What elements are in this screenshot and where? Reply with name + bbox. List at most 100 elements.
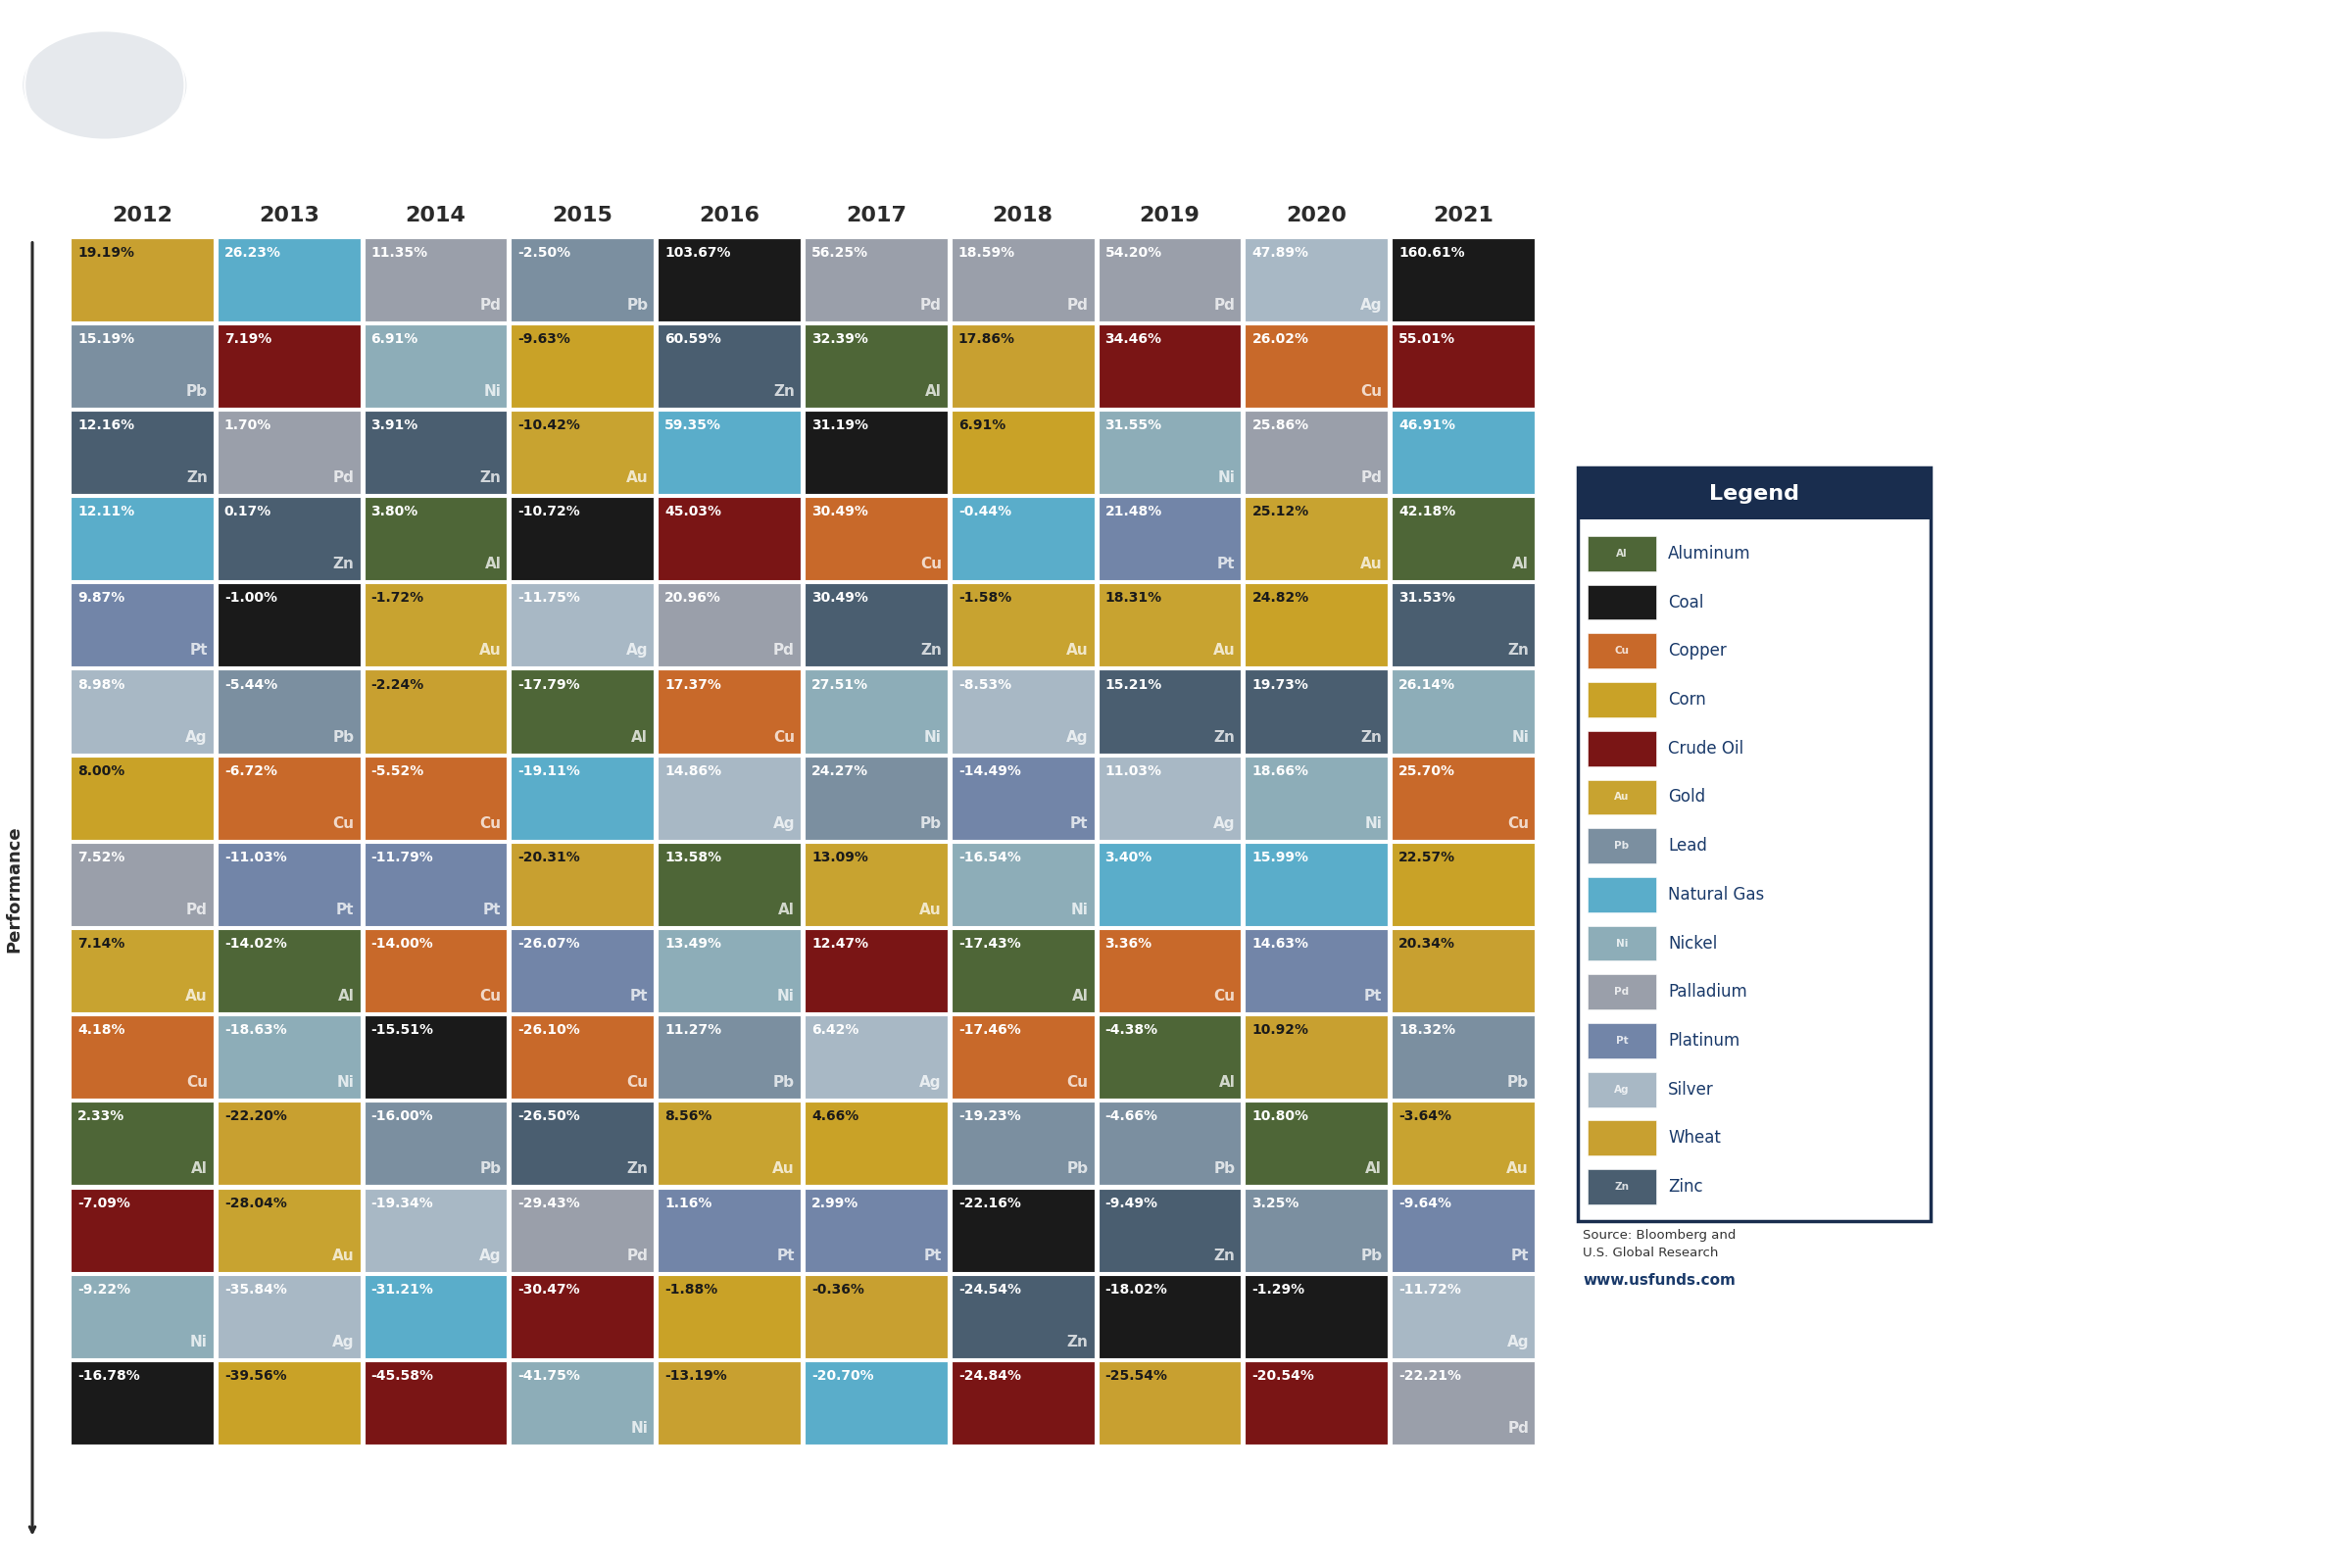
- Text: Coal: Coal: [1668, 593, 1703, 612]
- Bar: [14, 28, 103, 143]
- Text: -35.84%: -35.84%: [223, 1283, 287, 1297]
- Text: -19.23%: -19.23%: [957, 1110, 1021, 1124]
- Text: 3.80%: 3.80%: [372, 505, 419, 519]
- Bar: [1244, 1361, 1388, 1444]
- Text: 25.70%: 25.70%: [1399, 764, 1456, 778]
- Text: 8.00%: 8.00%: [78, 764, 125, 778]
- Text: 8.98%: 8.98%: [78, 677, 125, 691]
- Text: -14.02%: -14.02%: [223, 938, 287, 950]
- Text: -22.21%: -22.21%: [1399, 1369, 1461, 1383]
- Text: Pt: Pt: [630, 989, 649, 1004]
- Bar: [510, 1102, 654, 1185]
- Bar: [216, 1189, 360, 1272]
- Bar: [71, 1016, 214, 1099]
- Text: -19.11%: -19.11%: [517, 764, 581, 778]
- Text: 103.67%: 103.67%: [666, 246, 731, 259]
- Text: 2.99%: 2.99%: [811, 1196, 858, 1210]
- Text: -18.63%: -18.63%: [223, 1024, 287, 1036]
- Bar: [1392, 325, 1536, 408]
- Text: Zn: Zn: [774, 384, 795, 398]
- Text: -10.42%: -10.42%: [517, 419, 581, 433]
- Bar: [71, 756, 214, 839]
- Text: 18.66%: 18.66%: [1251, 764, 1308, 778]
- Bar: [1098, 497, 1242, 580]
- Text: 47.89%: 47.89%: [1251, 246, 1308, 259]
- Text: 20.34%: 20.34%: [1399, 938, 1456, 950]
- Text: 54.20%: 54.20%: [1105, 246, 1162, 259]
- Text: -16.54%: -16.54%: [957, 850, 1021, 864]
- Bar: [659, 1016, 800, 1099]
- Bar: [216, 238, 360, 321]
- Text: -31.21%: -31.21%: [372, 1283, 433, 1297]
- Text: 3.36%: 3.36%: [1105, 938, 1152, 950]
- Bar: [71, 1102, 214, 1185]
- Bar: [1392, 1016, 1536, 1099]
- Text: Zn: Zn: [1508, 643, 1529, 659]
- Bar: [510, 670, 654, 753]
- Text: Pt: Pt: [482, 903, 501, 917]
- Text: Cu: Cu: [774, 729, 795, 745]
- Bar: [1392, 238, 1536, 321]
- Text: Zn: Zn: [334, 557, 355, 571]
- Text: 60.59%: 60.59%: [666, 332, 722, 347]
- Text: -1.72%: -1.72%: [372, 591, 423, 605]
- Text: U.S. Global Investors: U.S. Global Investors: [61, 155, 148, 165]
- Text: 9.87%: 9.87%: [78, 591, 125, 605]
- Bar: [1588, 828, 1656, 864]
- Text: 2019: 2019: [1138, 205, 1200, 224]
- Text: Pb: Pb: [1508, 1076, 1529, 1090]
- Bar: [659, 842, 800, 927]
- Bar: [1392, 583, 1536, 666]
- Bar: [510, 238, 654, 321]
- Bar: [71, 583, 214, 666]
- Bar: [1392, 1275, 1536, 1358]
- Text: Al: Al: [485, 557, 501, 571]
- Text: 7.19%: 7.19%: [223, 332, 270, 347]
- Text: 6.91%: 6.91%: [372, 332, 419, 347]
- Bar: [510, 1275, 654, 1358]
- Text: 24.27%: 24.27%: [811, 764, 868, 778]
- Bar: [365, 1361, 508, 1444]
- Text: Pt: Pt: [1510, 1248, 1529, 1262]
- Bar: [659, 1361, 800, 1444]
- Bar: [365, 325, 508, 408]
- Text: Cu: Cu: [1359, 384, 1383, 398]
- Text: Pd: Pd: [1068, 298, 1089, 312]
- Text: The Periodic Table of Commodities Returns 2021: The Periodic Table of Commodities Return…: [235, 69, 1352, 111]
- Text: 13.49%: 13.49%: [666, 938, 722, 950]
- Bar: [216, 1016, 360, 1099]
- Text: -22.20%: -22.20%: [223, 1110, 287, 1124]
- Bar: [216, 583, 360, 666]
- Bar: [365, 1016, 508, 1099]
- Text: 12.47%: 12.47%: [811, 938, 868, 950]
- Text: Aluminum: Aluminum: [1668, 544, 1750, 563]
- Text: 15.19%: 15.19%: [78, 332, 134, 347]
- Text: Source: Bloomberg and
U.S. Global Research: Source: Bloomberg and U.S. Global Resear…: [1583, 1229, 1736, 1259]
- Text: Au: Au: [1214, 643, 1235, 659]
- Text: 32.39%: 32.39%: [811, 332, 868, 347]
- Text: 31.19%: 31.19%: [811, 419, 868, 433]
- Bar: [953, 1189, 1094, 1272]
- Text: 2021: 2021: [1432, 205, 1494, 224]
- Text: 8.56%: 8.56%: [666, 1110, 713, 1124]
- Text: 18.32%: 18.32%: [1399, 1024, 1456, 1036]
- Text: Au: Au: [1065, 643, 1089, 659]
- Text: Al: Al: [1073, 989, 1089, 1004]
- Text: Al: Al: [630, 729, 649, 745]
- Text: -14.00%: -14.00%: [372, 938, 433, 950]
- Text: 42.18%: 42.18%: [1399, 505, 1456, 519]
- Text: -9.22%: -9.22%: [78, 1283, 129, 1297]
- Bar: [365, 411, 508, 494]
- Bar: [953, 1361, 1094, 1444]
- Text: -25.54%: -25.54%: [1105, 1369, 1169, 1383]
- Bar: [1588, 779, 1656, 815]
- Text: 10.92%: 10.92%: [1251, 1024, 1308, 1036]
- Bar: [804, 1016, 948, 1099]
- Bar: [365, 842, 508, 927]
- Text: Zn: Zn: [1359, 729, 1383, 745]
- Bar: [953, 670, 1094, 753]
- Text: Zn: Zn: [1214, 1248, 1235, 1262]
- Text: Silver: Silver: [1668, 1080, 1715, 1098]
- Text: Ni: Ni: [1070, 903, 1089, 917]
- Text: -11.75%: -11.75%: [517, 591, 581, 605]
